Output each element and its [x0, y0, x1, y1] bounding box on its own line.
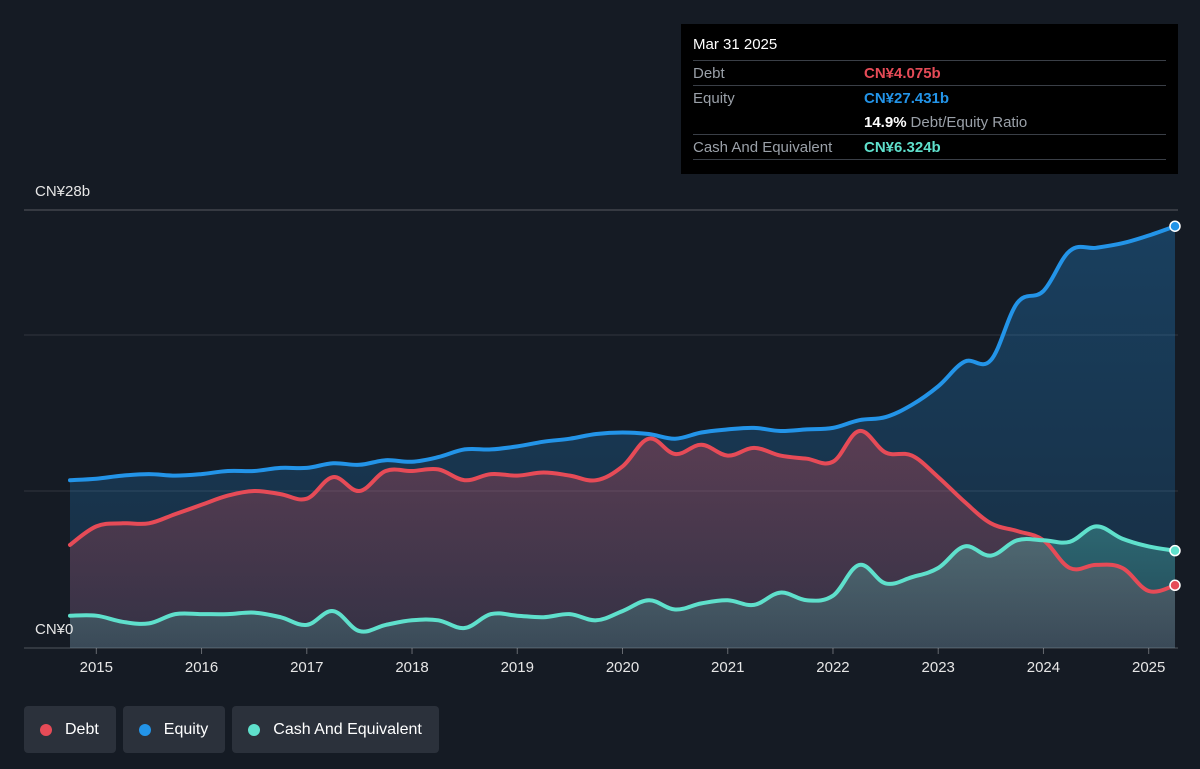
x-tick-label-2023: 2023 — [922, 659, 955, 676]
debt-dot-icon — [40, 723, 52, 736]
y-axis-top-label: CN¥28b — [35, 183, 91, 200]
debt-line — [68, 429, 1177, 594]
tooltip-debt-value: CN¥4.075b — [864, 64, 941, 82]
tooltip-ratio-label: Debt/Equity Ratio — [910, 113, 1028, 131]
x-tick-label-2018: 2018 — [395, 659, 428, 676]
equity-line — [68, 224, 1177, 483]
x-axis: 2015 2016 2017 2018 2019 2020 2021 2022 2023 2024… — [80, 648, 1165, 676]
x-tick-label-2016: 2016 — [185, 659, 218, 676]
tooltip-equity-label: Equity — [693, 89, 735, 107]
tooltip-debt-label: Debt — [693, 64, 725, 82]
cash-endpoint-marker — [1169, 544, 1181, 557]
equity-dot-icon — [138, 723, 151, 736]
tooltip-cash-label: Cash And Equivalent — [693, 138, 833, 156]
legend-item-debt[interactable]: Debt — [24, 706, 116, 753]
legend: Debt Equity Cash And Equivalent — [24, 706, 439, 753]
series-endpoints — [1169, 220, 1181, 592]
tooltip-equity-value: CN¥27.431b — [864, 89, 950, 107]
tooltip-date: Mar 31 2025 — [693, 36, 778, 53]
legend-item-equity[interactable]: Equity — [122, 706, 226, 753]
x-tick-label-2021: 2021 — [711, 659, 744, 676]
legend-item-cash[interactable]: Cash And Equivalent — [232, 706, 439, 753]
tooltip-ratio-value: 14.9% — [864, 113, 907, 131]
x-tick-label-2025: 2025 — [1132, 659, 1165, 676]
tooltip-row-cash: Cash And Equivalent CN¥6.324b — [693, 134, 1166, 160]
tooltip-row-equity: Equity CN¥27.431b — [693, 85, 1166, 110]
series-lines — [68, 224, 1177, 634]
x-tick-label-2017: 2017 — [290, 659, 323, 676]
equity-endpoint-marker — [1169, 220, 1181, 232]
legend-cash-label: Cash And Equivalent — [273, 720, 422, 738]
y-axis-bottom-label: CN¥0 — [35, 621, 74, 638]
x-tick-label-2020: 2020 — [606, 659, 639, 676]
series-areas — [70, 226, 1175, 648]
x-tick-label-2022: 2022 — [816, 659, 849, 676]
tooltip-cash-value: CN¥6.324b — [864, 138, 941, 156]
legend-debt-label: Debt — [65, 720, 99, 738]
tooltip-row-ratio: 14.9% Debt/Equity Ratio — [693, 110, 1166, 134]
cash-dot-icon — [248, 723, 261, 736]
tooltip: Mar 31 2025 Debt CN¥4.075b Equity CN¥27.… — [681, 24, 1178, 174]
x-tick-label-2019: 2019 — [501, 659, 534, 676]
cash-area — [70, 526, 1175, 648]
x-tick-label-2024: 2024 — [1027, 659, 1060, 676]
cash-line — [68, 524, 1177, 634]
x-tick-label-2015: 2015 — [80, 659, 113, 676]
legend-equity-label: Equity — [163, 720, 209, 738]
tooltip-row-debt: Debt CN¥4.075b — [693, 60, 1166, 85]
debt-endpoint-marker — [1169, 579, 1181, 592]
